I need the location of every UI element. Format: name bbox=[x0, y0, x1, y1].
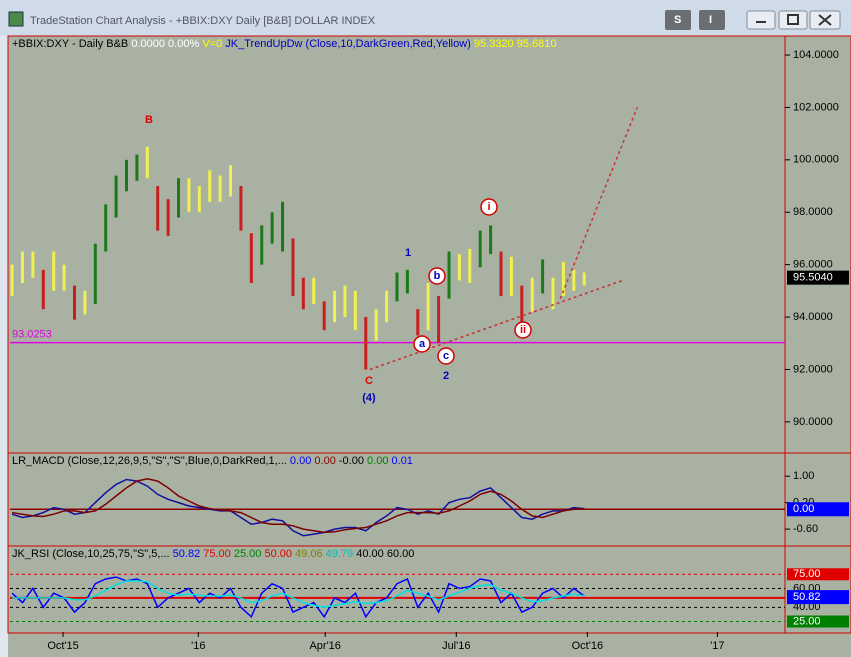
header-part: 60.00 bbox=[387, 548, 415, 560]
header-part: -0.00 bbox=[339, 455, 364, 467]
wave-label-circle bbox=[428, 267, 446, 285]
wave-label: 2 bbox=[443, 370, 449, 382]
header-part: 49.06 bbox=[295, 548, 323, 560]
x-tick-label: Apr'16 bbox=[309, 640, 340, 652]
header-part: JK_TrendUpDw (Close,10,DarkGreen,Red,Yel… bbox=[225, 38, 471, 50]
wave-label: i bbox=[487, 201, 490, 213]
header-part: 95.3320 bbox=[474, 38, 514, 50]
indicator-line bbox=[11, 478, 585, 534]
header-part: 49.79 bbox=[326, 548, 354, 560]
y-tick-label: 92.0000 bbox=[793, 363, 833, 375]
indicator-line bbox=[12, 580, 585, 609]
level-label-box bbox=[787, 615, 849, 628]
window-button-icons bbox=[756, 14, 832, 26]
level-label-box bbox=[787, 568, 849, 581]
minimize-button[interactable] bbox=[746, 10, 776, 30]
header-part: 0.01 bbox=[392, 455, 413, 467]
header-part: 75.00 bbox=[203, 548, 231, 560]
header-part: 25.00 bbox=[234, 548, 262, 560]
level-label: 40.00 bbox=[793, 601, 821, 613]
last-value-label: 50.82 bbox=[793, 591, 821, 603]
toolbar-button[interactable] bbox=[665, 10, 691, 30]
indicator-line bbox=[11, 478, 585, 537]
header-part: +BBIX:DXY - Daily B&B bbox=[12, 38, 128, 50]
header-part: 0.0000 bbox=[131, 38, 165, 50]
last-value-box bbox=[787, 590, 849, 605]
wave-label-circle bbox=[514, 321, 532, 339]
header-part: 40.00 bbox=[356, 548, 384, 560]
wave-label: ii bbox=[520, 324, 526, 336]
horizontal-line-label: 93.0253 bbox=[12, 329, 52, 341]
wave-label-circle bbox=[480, 198, 498, 216]
y-tick-label: 104.0000 bbox=[793, 49, 839, 61]
y-tick-label: 100.0000 bbox=[793, 154, 839, 166]
x-tick-label: '16 bbox=[191, 640, 205, 652]
y-tick-label: 90.0000 bbox=[793, 416, 833, 428]
wave-label: c bbox=[443, 350, 449, 362]
last-value-box bbox=[787, 502, 849, 517]
wave-label: (4) bbox=[362, 392, 376, 404]
y-tick-label: 98.0000 bbox=[793, 206, 833, 218]
x-tick-label: Oct'16 bbox=[572, 640, 603, 652]
header-part: V=0 bbox=[202, 38, 222, 50]
level-label: 25.00 bbox=[793, 615, 821, 627]
app-icon bbox=[8, 11, 24, 27]
wave-label: B bbox=[145, 114, 153, 126]
header-part: 0.00 bbox=[290, 455, 311, 467]
y-tick-label: 1.00 bbox=[793, 470, 814, 482]
wave-label: a bbox=[419, 338, 426, 350]
x-tick-label: Oct'15 bbox=[47, 640, 78, 652]
toolbar-button-label: S bbox=[674, 14, 681, 26]
panel-border bbox=[7, 545, 851, 634]
last-value-label: 95.5040 bbox=[793, 272, 833, 284]
y-tick-label: -0.60 bbox=[793, 523, 818, 535]
toolbar-button-label: I bbox=[709, 14, 712, 26]
header-part: 95.6810 bbox=[517, 38, 557, 50]
header-part: 0.00 bbox=[314, 455, 335, 467]
level-label: 75.00 bbox=[793, 568, 821, 580]
header-part: 0.00% bbox=[168, 38, 199, 50]
header-part: 50.82 bbox=[173, 548, 201, 560]
indicator-line bbox=[11, 576, 585, 619]
header-part: JK_RSI (Close,10,25,75,"S",5,... bbox=[12, 548, 170, 560]
header-part: LR_MACD (Close,12,26,9,5,"S","S",Blue,0,… bbox=[12, 455, 287, 467]
wave-label: b bbox=[434, 270, 441, 282]
toolbar-button[interactable] bbox=[699, 10, 725, 30]
y-tick-label: 94.0000 bbox=[793, 311, 833, 323]
y-tick-label: 102.0000 bbox=[793, 101, 839, 113]
wave-label-circle bbox=[413, 335, 431, 353]
panel-header: JK_RSI (Close,10,25,75,"S",5,... 50.82 7… bbox=[12, 548, 414, 560]
wave-label: 1 bbox=[405, 247, 411, 259]
x-tick-label: Jul'16 bbox=[442, 640, 470, 652]
x-tick-label: '17 bbox=[710, 640, 724, 652]
header-part: 0.00 bbox=[367, 455, 388, 467]
restore-button[interactable] bbox=[778, 10, 808, 30]
last-value-label: 0.00 bbox=[793, 503, 814, 515]
window-title: TradeStation Chart Analysis - +BBIX:DXY … bbox=[30, 15, 376, 27]
wave-label: C bbox=[365, 375, 373, 387]
panel-header: LR_MACD (Close,12,26,9,5,"S","S",Blue,0,… bbox=[12, 455, 413, 467]
y-tick-label: 96.0000 bbox=[793, 259, 833, 271]
wave-label-circle bbox=[437, 347, 455, 365]
panel-header: +BBIX:DXY - Daily B&B 0.0000 0.00% V=0 J… bbox=[12, 38, 557, 50]
trendline bbox=[559, 107, 638, 299]
last-value-box bbox=[787, 270, 849, 285]
header-part: 50.00 bbox=[264, 548, 292, 560]
trendline bbox=[369, 279, 623, 371]
